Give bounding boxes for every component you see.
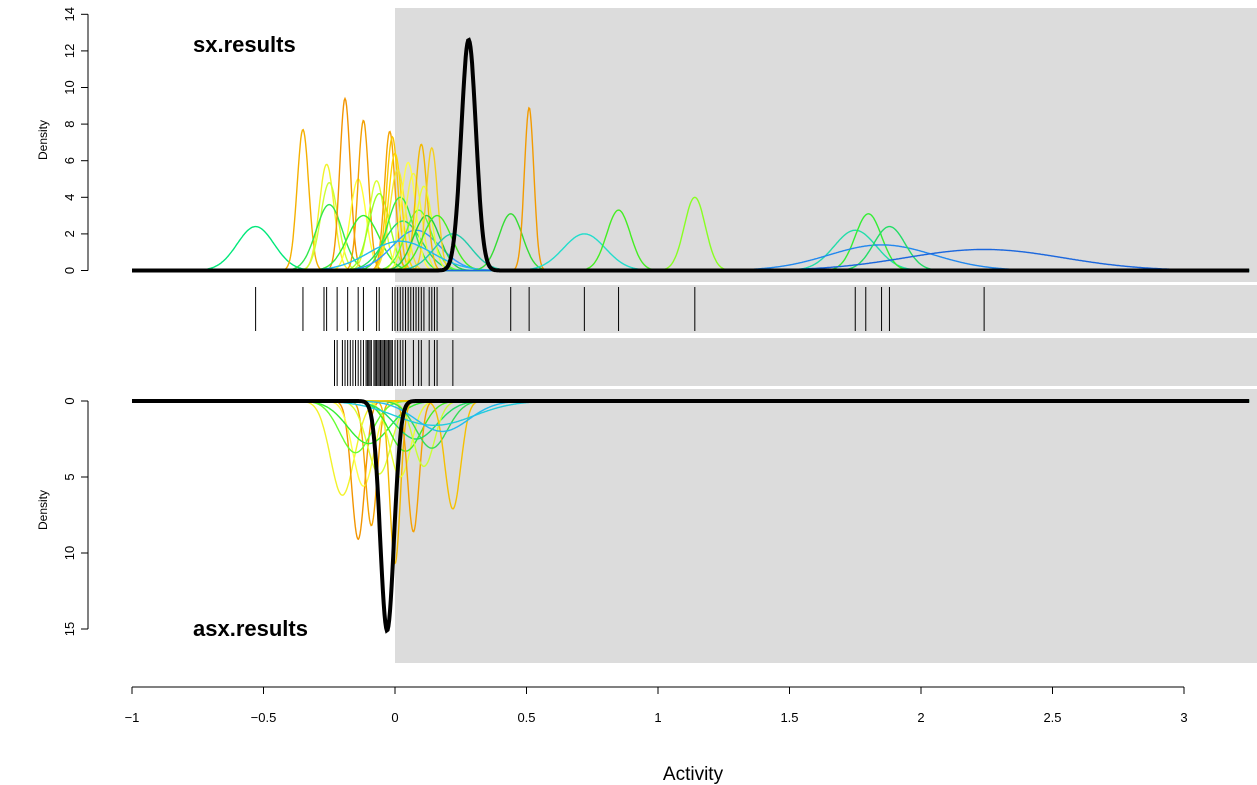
x-tick-label: 3 (1180, 710, 1187, 725)
bottom-y-tick-label: 5 (62, 473, 77, 480)
top-y-tick-label: 8 (62, 120, 77, 127)
top-y-tick-label: 12 (62, 44, 77, 58)
shade-band-2 (395, 338, 1257, 386)
top-y-tick-label: 6 (62, 157, 77, 164)
x-tick-label: 1.5 (780, 710, 798, 725)
bottom-y-tick-label: 0 (62, 397, 77, 404)
top-y-tick-label: 10 (62, 80, 77, 94)
x-tick-label: 0.5 (517, 710, 535, 725)
sx-overall-curve (132, 37, 1250, 273)
axes: −1 −0.5 0 0.5 1 1.5 2 2.5 3 0 2 4 6 8 10 12 14 0 5 10 15 (62, 7, 1188, 725)
top-panel-label: sx.results (193, 32, 296, 57)
x-tick-label: −0.5 (251, 710, 277, 725)
bottom-panel-label: asx.results (193, 616, 308, 641)
top-y-tick-label: 0 (62, 267, 77, 274)
asx-overall-curve (132, 399, 1250, 634)
x-tick-label: 2 (917, 710, 924, 725)
shaded-region (395, 8, 1257, 663)
x-tick-label: −1 (125, 710, 140, 725)
x-tick-label: 1 (654, 710, 661, 725)
bottom-y-tick-label: 15 (62, 622, 77, 636)
shade-band-3 (395, 389, 1257, 663)
top-y-axis-title: Density (36, 120, 50, 160)
bottom-y-axis-title: Density (36, 490, 50, 530)
x-axis-title: Activity (663, 764, 724, 785)
overall-density-curves (132, 37, 1250, 634)
top-y-tick-label: 14 (62, 7, 77, 21)
x-tick-label: 0 (391, 710, 398, 725)
bottom-y-tick-label: 10 (62, 546, 77, 560)
shade-band-0 (395, 8, 1257, 282)
shade-band-1 (395, 285, 1257, 333)
top-y-tick-label: 4 (62, 194, 77, 201)
rug-marks (255, 287, 985, 386)
top-y-tick-label: 2 (62, 230, 77, 237)
x-tick-label: 2.5 (1043, 710, 1061, 725)
